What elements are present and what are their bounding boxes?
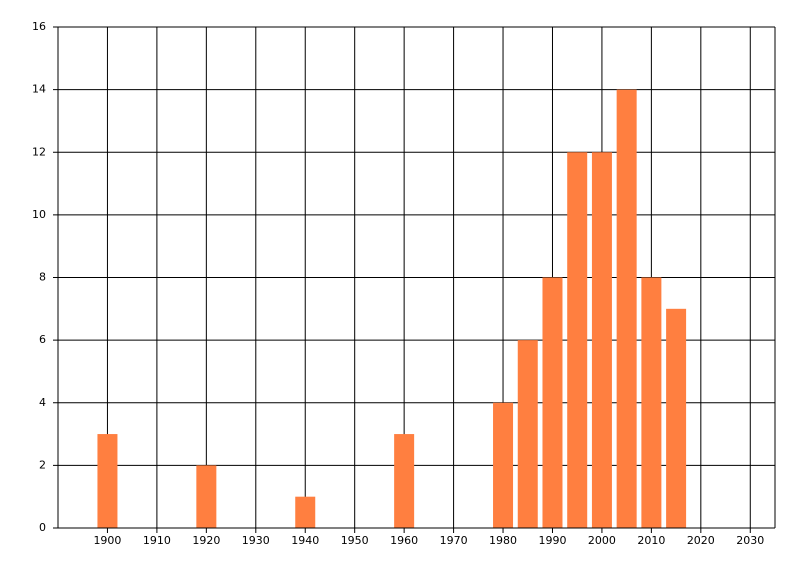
x-tick-label: 1940	[291, 534, 319, 547]
bar	[394, 434, 415, 528]
y-tick-label: 8	[39, 271, 46, 284]
x-tick-label: 1900	[93, 534, 121, 547]
x-tick-label: 2010	[637, 534, 665, 547]
y-tick-label: 0	[39, 521, 46, 534]
y-tick-label: 6	[39, 333, 46, 346]
bar	[641, 277, 662, 528]
x-tick-label: 1920	[192, 534, 220, 547]
bar	[517, 340, 538, 528]
bar	[542, 277, 563, 528]
y-tick-label: 2	[39, 458, 46, 471]
bar	[666, 308, 687, 528]
bar	[97, 434, 118, 528]
x-tick-label: 1950	[341, 534, 369, 547]
x-tick-label: 2030	[736, 534, 764, 547]
x-tick-label: 2020	[687, 534, 715, 547]
x-tick-label: 1910	[143, 534, 171, 547]
bar	[591, 152, 612, 528]
bar	[196, 465, 217, 528]
y-tick-label: 16	[32, 20, 46, 33]
y-tick-label: 14	[32, 83, 46, 96]
y-tick-label: 4	[39, 396, 46, 409]
bar	[616, 89, 637, 528]
bar	[567, 152, 588, 528]
x-tick-label: 2000	[588, 534, 616, 547]
bar	[295, 496, 316, 528]
y-tick-label: 10	[32, 208, 46, 221]
x-tick-label: 1980	[489, 534, 517, 547]
y-tick-label: 12	[32, 145, 46, 158]
x-tick-label: 1970	[440, 534, 468, 547]
bar	[493, 402, 514, 528]
x-tick-label: 1960	[390, 534, 418, 547]
x-tick-label: 1990	[538, 534, 566, 547]
x-tick-label: 1930	[242, 534, 270, 547]
